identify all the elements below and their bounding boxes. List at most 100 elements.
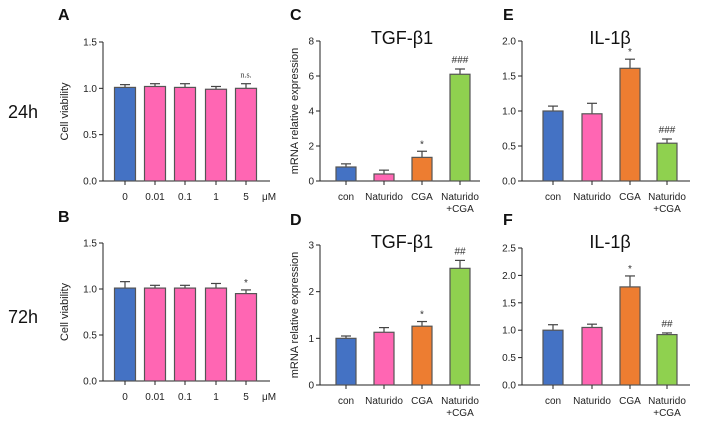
row-label-72h: 72h — [8, 307, 38, 327]
bar-f-1 — [581, 326, 603, 386]
y-tick-label: 0.0 — [502, 381, 516, 392]
bar-e-2 — [619, 67, 641, 182]
y-tick-label: 1.5 — [502, 72, 516, 83]
bar-f-2 — [619, 286, 641, 386]
x-tick-label: con — [338, 396, 354, 407]
bar-f-3 — [656, 333, 678, 386]
x-tick-label: CGA — [619, 192, 641, 203]
panel-e: E IL-1β 0.0 0.5 1.0 1.5 2.0 con Naturido * CGA ### N… — [502, 7, 690, 215]
x-tick-label: CGA — [619, 396, 641, 407]
bar-c-3 — [449, 73, 471, 182]
y-tick-label: 0 — [308, 177, 314, 188]
y-tick-label: 0.5 — [502, 353, 516, 364]
y-tick-label: 1.0 — [502, 107, 516, 118]
y-axis-label: mRNA relative expression — [289, 252, 301, 379]
bar-a-4 — [234, 87, 258, 182]
significance-label: * — [244, 278, 248, 289]
bar-a-1 — [143, 85, 167, 182]
significance-label: ## — [454, 246, 466, 257]
panel-c: C TGF-β1 mRNA relative expression 0 2 4 6 8 con N… — [289, 7, 480, 215]
x-tick-label: Naturido +CGA — [648, 192, 686, 215]
x-tick-label: 0.1 — [178, 192, 192, 203]
bar-c-2 — [411, 156, 433, 182]
x-tick-label: 1 — [213, 192, 219, 203]
x-tick-label: Naturido +CGA — [441, 192, 479, 215]
y-tick-label: 2 — [308, 287, 314, 298]
y-axis-label: Cell viability — [59, 282, 71, 341]
x-tick-label: Naturido — [365, 192, 403, 203]
y-axis-label: mRNA relative expression — [289, 48, 301, 175]
y-tick-label: 2 — [308, 142, 314, 153]
x-tick-label: CGA — [411, 396, 433, 407]
bar-a-0 — [113, 86, 137, 182]
y-tick-label: 2.0 — [502, 271, 516, 282]
bar-b-0 — [113, 287, 137, 382]
x-tick-label: con — [545, 192, 561, 203]
significance-label: ### — [452, 55, 469, 66]
significance-label: ### — [659, 125, 676, 136]
y-tick-label: 2.5 — [502, 244, 516, 255]
y-tick-label: 4 — [308, 107, 314, 118]
y-tick-label: 1.5 — [502, 298, 516, 309]
y-tick-label: 1.0 — [83, 84, 97, 95]
bar-d-3 — [449, 267, 471, 386]
bar-d-1 — [373, 331, 395, 386]
row-label-24h: 24h — [8, 102, 38, 122]
x-tick-label: Naturido +CGA — [648, 396, 686, 419]
x-tick-label: 1 — [213, 392, 219, 403]
significance-label: * — [628, 47, 632, 58]
x-tick-label: CGA — [411, 192, 433, 203]
x-tick-label: con — [338, 192, 354, 203]
y-tick-label: 0.5 — [83, 130, 97, 141]
bar-a-3 — [204, 88, 228, 182]
x-tick-label: 0 — [122, 192, 128, 203]
y-tick-label: 0.0 — [502, 177, 516, 188]
panel-letter: D — [290, 212, 302, 229]
bar-c-1 — [373, 173, 395, 182]
bar-a-2 — [173, 86, 197, 182]
x-tick-label: 5 — [243, 392, 249, 403]
significance-label: n.s. — [240, 71, 251, 80]
x-tick-label: Naturido — [365, 396, 403, 407]
bar-e-1 — [581, 113, 603, 182]
y-tick-label: 1.5 — [83, 38, 97, 49]
panel-letter: B — [58, 209, 70, 226]
y-tick-label: 1.0 — [502, 326, 516, 337]
y-tick-label: 2.0 — [502, 37, 516, 48]
bar-e-0 — [542, 110, 564, 182]
x-tick-label: Naturido +CGA — [441, 396, 479, 419]
x-tick-label: 0.1 — [178, 392, 192, 403]
chart-title: TGF-β1 — [371, 232, 433, 252]
x-tick-label: 5 — [243, 192, 249, 203]
x-tick-label: 0 — [122, 392, 128, 403]
bar-f-0 — [542, 329, 564, 386]
y-tick-label: 0.0 — [83, 377, 97, 388]
y-tick-label: 0.5 — [83, 331, 97, 342]
x-tick-label: 0.01 — [145, 192, 165, 203]
significance-label: * — [420, 139, 424, 150]
bar-b-3 — [204, 287, 228, 382]
x-tick-label: Naturido — [573, 192, 611, 203]
panel-f: F IL-1β 0.0 0.5 1.0 1.5 2.0 2.5 con Naturido * CGA #… — [502, 212, 690, 419]
y-tick-label: 1.5 — [83, 239, 97, 250]
bar-e-3 — [656, 142, 678, 182]
y-tick-label: 1 — [308, 334, 314, 345]
y-tick-label: 8 — [308, 37, 314, 48]
y-tick-label: 0.0 — [83, 177, 97, 188]
x-tick-label: Naturido — [573, 396, 611, 407]
significance-label: * — [628, 264, 632, 275]
x-unit-label: μM — [262, 392, 276, 403]
bar-b-1 — [143, 287, 167, 382]
x-unit-label: μM — [262, 192, 276, 203]
y-tick-label: 1.0 — [83, 285, 97, 296]
chart-title: IL-1β — [589, 28, 630, 48]
bar-b-4 — [234, 293, 258, 382]
significance-label: ## — [661, 319, 673, 330]
y-tick-label: 0 — [308, 381, 314, 392]
x-tick-label: 0.01 — [145, 392, 165, 403]
y-tick-label: 0.5 — [502, 142, 516, 153]
bar-c-0 — [335, 166, 357, 182]
panel-letter: A — [58, 7, 70, 24]
panel-b: B Cell viability 0.0 0.5 1.0 1.5 0 0.01 0.1 1 * 5 μM — [58, 209, 276, 403]
